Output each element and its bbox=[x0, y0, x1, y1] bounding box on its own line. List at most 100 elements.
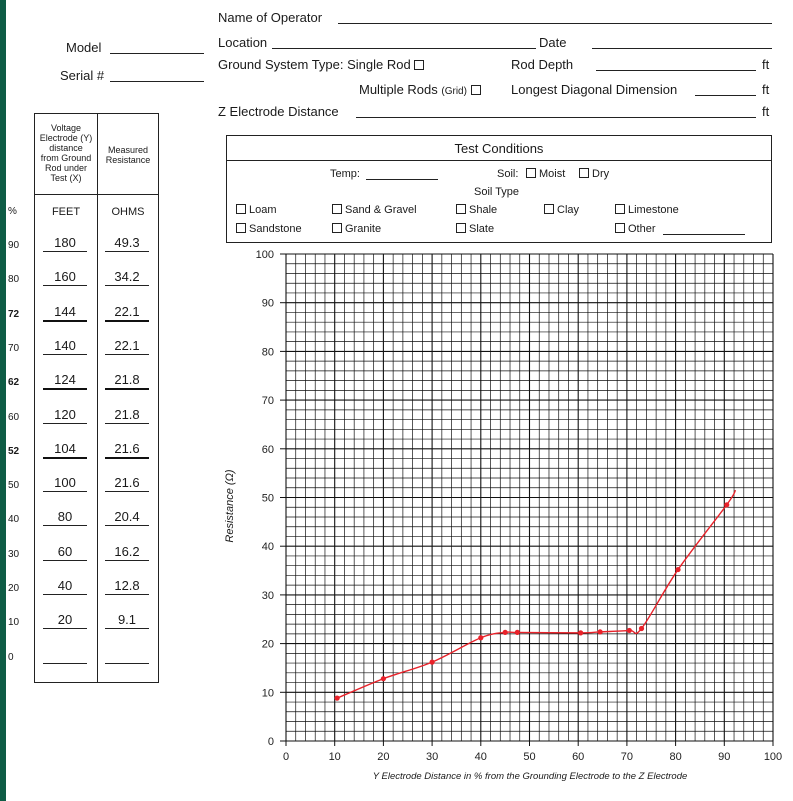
dry-checkbox[interactable] bbox=[579, 168, 589, 178]
row-ohms-value: 9.1 bbox=[117, 612, 137, 628]
row-percent: 40 bbox=[8, 514, 20, 526]
y-tick-label: 0 bbox=[268, 736, 274, 748]
soil-option-clay[interactable]: Clay bbox=[544, 204, 579, 216]
row-ohms-underline[interactable] bbox=[105, 319, 149, 322]
x-tick-label: 40 bbox=[475, 751, 487, 763]
row-ohms-underline[interactable] bbox=[105, 525, 149, 527]
soil-option-other[interactable]: Other bbox=[615, 223, 656, 235]
checkbox[interactable] bbox=[236, 204, 246, 214]
row-ohms-underline[interactable] bbox=[105, 422, 149, 424]
row-ohms-underline[interactable] bbox=[105, 662, 149, 664]
x-tick-label: 100 bbox=[764, 751, 782, 763]
col1-header: Voltage Electrode (Y) distance from Ground… bbox=[39, 123, 93, 183]
row-feet-underline[interactable] bbox=[43, 388, 87, 391]
row-feet-underline[interactable] bbox=[43, 662, 87, 664]
row-feet-underline[interactable] bbox=[43, 491, 87, 493]
data-point bbox=[675, 566, 681, 573]
y-tick-label: 90 bbox=[262, 298, 274, 310]
moist-option[interactable]: Moist bbox=[526, 168, 565, 180]
row-ohms-value: 34.2 bbox=[114, 269, 140, 285]
data-point bbox=[638, 625, 645, 632]
row-feet-value: 144 bbox=[54, 303, 76, 319]
row-feet-underline[interactable] bbox=[43, 628, 87, 630]
date-label: Date bbox=[539, 35, 567, 50]
y-tick-label: 20 bbox=[262, 639, 274, 651]
row-ohms-value: 22.1 bbox=[114, 337, 140, 353]
row-ohms-underline[interactable] bbox=[105, 285, 149, 287]
row-ohms-underline[interactable] bbox=[105, 251, 149, 252]
model-field[interactable] bbox=[110, 53, 204, 54]
checkbox[interactable] bbox=[615, 204, 625, 214]
rod-depth-field[interactable] bbox=[596, 70, 756, 71]
y-tick-label: 30 bbox=[262, 590, 274, 602]
accent-bar bbox=[0, 0, 6, 801]
row-feet-underline[interactable] bbox=[43, 353, 87, 355]
x-tick-label: 50 bbox=[523, 751, 535, 763]
moist-checkbox[interactable] bbox=[526, 168, 536, 178]
x-tick-label: 20 bbox=[377, 751, 389, 763]
feet-label: FEET bbox=[51, 206, 81, 218]
temp-field[interactable] bbox=[366, 179, 438, 180]
row-percent: 62 bbox=[8, 377, 20, 389]
checkbox[interactable] bbox=[615, 223, 625, 233]
row-feet-underline[interactable] bbox=[43, 525, 87, 527]
checkbox[interactable] bbox=[332, 223, 342, 233]
data-point bbox=[429, 659, 435, 665]
other-soil-field[interactable] bbox=[663, 234, 745, 235]
soil-option-loam[interactable]: Loam bbox=[236, 204, 277, 216]
row-feet-underline[interactable] bbox=[43, 559, 87, 561]
x-tick-label: 90 bbox=[718, 751, 730, 763]
row-feet-value: 120 bbox=[54, 406, 76, 422]
row-feet-underline[interactable] bbox=[43, 456, 87, 459]
checkbox[interactable] bbox=[544, 204, 554, 214]
table-divider bbox=[97, 114, 98, 682]
row-ohms-underline[interactable] bbox=[105, 594, 149, 595]
x-tick-label: 30 bbox=[426, 751, 438, 763]
row-ohms-underline[interactable] bbox=[105, 491, 149, 493]
longest-diagonal-field[interactable] bbox=[695, 95, 756, 96]
checkbox[interactable] bbox=[456, 204, 466, 214]
y-axis-label: Resistance (Ω) bbox=[224, 469, 236, 543]
checkbox[interactable] bbox=[332, 204, 342, 214]
location-field[interactable] bbox=[272, 48, 536, 49]
col2-header: Measured Resistance bbox=[105, 145, 151, 165]
soil-option-slate[interactable]: Slate bbox=[456, 223, 494, 235]
row-ohms-underline[interactable] bbox=[105, 628, 149, 630]
row-feet-underline[interactable] bbox=[43, 594, 87, 595]
soil-option-sandstone[interactable]: Sandstone bbox=[236, 223, 302, 235]
multiple-rods-checkbox[interactable] bbox=[470, 85, 481, 95]
test-conditions-title: Test Conditions bbox=[227, 136, 771, 161]
row-feet-underline[interactable] bbox=[43, 285, 87, 287]
row-ohms-underline[interactable] bbox=[105, 559, 149, 561]
row-ohms-value: 21.6 bbox=[114, 440, 140, 456]
operator-field[interactable] bbox=[338, 23, 772, 24]
row-feet-underline[interactable] bbox=[43, 251, 87, 252]
pct-label: % bbox=[8, 206, 17, 217]
row-feet-underline[interactable] bbox=[43, 422, 87, 424]
row-feet-underline[interactable] bbox=[43, 319, 87, 322]
y-tick-label: 10 bbox=[262, 687, 274, 699]
y-tick-label: 50 bbox=[262, 493, 274, 505]
soil-option-limestone[interactable]: Limestone bbox=[615, 204, 679, 216]
row-percent: 50 bbox=[8, 480, 20, 492]
data-point bbox=[334, 695, 340, 701]
soil-option-granite[interactable]: Granite bbox=[332, 223, 381, 235]
single-rod-checkbox[interactable] bbox=[414, 60, 425, 70]
row-ohms-underline[interactable] bbox=[105, 456, 149, 459]
dry-option[interactable]: Dry bbox=[579, 168, 609, 180]
z-distance-field[interactable] bbox=[356, 117, 756, 118]
soil-option-shale[interactable]: Shale bbox=[456, 204, 497, 216]
date-field[interactable] bbox=[592, 48, 772, 49]
serial-field[interactable] bbox=[110, 81, 204, 82]
temp-label: Temp: bbox=[330, 168, 360, 180]
checkbox[interactable] bbox=[456, 223, 466, 233]
data-point bbox=[578, 630, 584, 636]
row-ohms-underline[interactable] bbox=[105, 353, 149, 355]
grid-label: (Grid) bbox=[441, 86, 467, 97]
data-point bbox=[502, 629, 508, 635]
checkbox[interactable] bbox=[236, 223, 246, 233]
soil-option-sand-gravel[interactable]: Sand & Gravel bbox=[332, 204, 417, 216]
model-label: Model bbox=[66, 40, 102, 55]
row-ohms-underline[interactable] bbox=[105, 388, 149, 391]
